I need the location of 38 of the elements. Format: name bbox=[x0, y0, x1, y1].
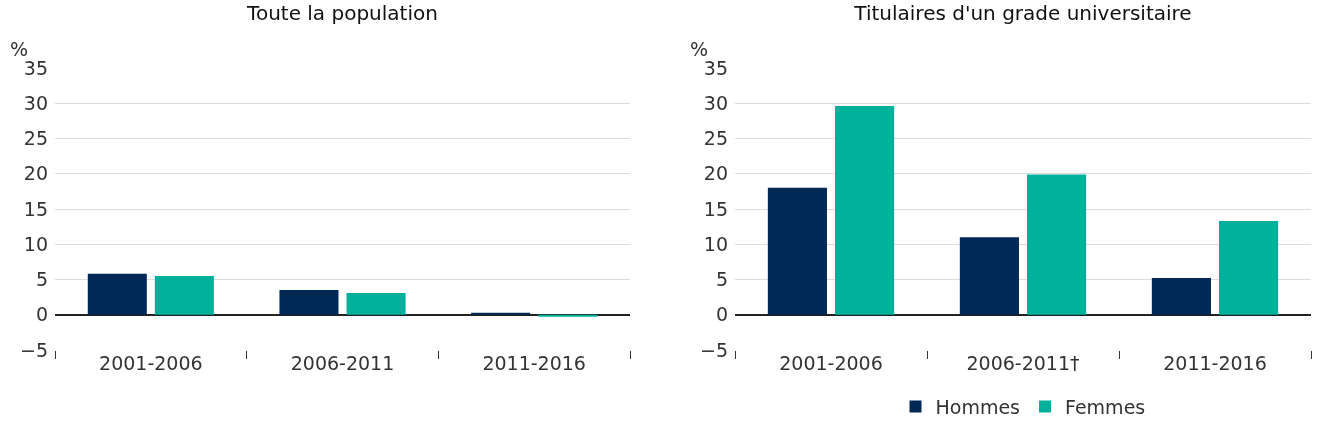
bar bbox=[471, 312, 531, 315]
bar bbox=[1219, 220, 1279, 315]
legend-label: Hommes bbox=[935, 395, 1021, 418]
chart-title: Toute la population bbox=[246, 1, 438, 26]
x-tick-label: 2006-2011 bbox=[290, 352, 395, 374]
legend-label: Femmes bbox=[1065, 395, 1146, 418]
bar bbox=[767, 187, 827, 315]
y-tick-label: 20 bbox=[23, 162, 48, 185]
x-tick-label: 2011-2016 bbox=[1163, 352, 1267, 374]
x-tick-label: 2001-2006 bbox=[779, 352, 883, 374]
y-tick-label: 25 bbox=[703, 127, 728, 150]
bar bbox=[154, 275, 214, 315]
bar bbox=[538, 314, 598, 317]
y-tick-label: 10 bbox=[703, 232, 728, 255]
y-tick-label: 15 bbox=[703, 197, 728, 220]
bar bbox=[835, 106, 895, 315]
y-tick-label: 25 bbox=[23, 127, 48, 150]
x-tick-label: 2006-2011† bbox=[966, 352, 1080, 374]
bar bbox=[346, 292, 406, 315]
y-tick-label: 10 bbox=[23, 232, 48, 255]
y-tick-label: −5 bbox=[19, 338, 48, 361]
y-tick-label: −5 bbox=[699, 338, 728, 361]
chart-title: Titulaires d'un grade universitaire bbox=[853, 1, 1192, 26]
x-tick-label: 2001-2006 bbox=[99, 352, 203, 374]
y-tick-label: 0 bbox=[715, 303, 728, 326]
x-tick-label: 2011-2016 bbox=[482, 352, 586, 374]
y-tick-label: 15 bbox=[23, 197, 48, 220]
bar bbox=[87, 273, 147, 315]
y-tick-label: 5 bbox=[35, 268, 48, 291]
y-tick-label: 5 bbox=[715, 268, 728, 291]
bar bbox=[959, 237, 1019, 315]
bar bbox=[279, 290, 339, 315]
y-tick-label: 30 bbox=[23, 91, 48, 114]
y-tick-label: 0 bbox=[35, 303, 48, 326]
bar bbox=[1027, 174, 1087, 315]
y-tick-label: 20 bbox=[703, 162, 728, 185]
y-tick-label: 30 bbox=[703, 91, 728, 114]
bar bbox=[1151, 278, 1211, 315]
